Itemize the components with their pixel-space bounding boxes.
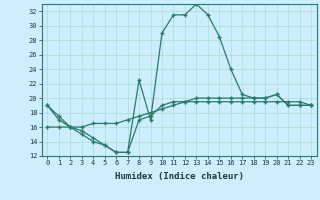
X-axis label: Humidex (Indice chaleur): Humidex (Indice chaleur)	[115, 172, 244, 181]
